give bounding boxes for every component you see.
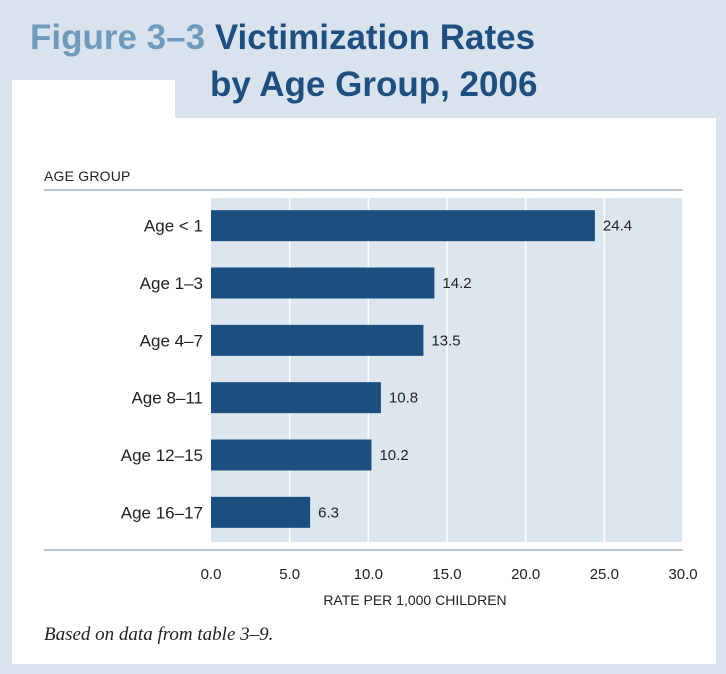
- bar: [211, 439, 372, 471]
- bar: [211, 382, 381, 414]
- source-note: Based on data from table 3–9.: [44, 624, 274, 645]
- x-tick-label: 10.0: [354, 566, 383, 583]
- bar: [211, 210, 595, 242]
- y-axis-title: AGE GROUP: [44, 168, 131, 184]
- category-label: Age 1–3: [140, 274, 203, 293]
- data-label: 10.8: [389, 390, 418, 407]
- title-tab: [175, 0, 726, 118]
- bar: [211, 324, 424, 356]
- data-label: 14.2: [442, 275, 471, 292]
- x-tick-label: 20.0: [511, 566, 540, 583]
- figure-title-line1: Victimization Rates: [214, 18, 536, 57]
- data-label: 13.5: [431, 332, 460, 349]
- bar: [211, 267, 435, 299]
- x-axis-title: RATE PER 1,000 CHILDREN: [323, 592, 507, 608]
- x-tick-label: 5.0: [279, 566, 300, 583]
- x-tick-label: 25.0: [590, 566, 619, 583]
- data-label: 10.2: [379, 447, 408, 464]
- data-label: 6.3: [318, 504, 339, 521]
- figure-title-line2: by Age Group, 2006: [210, 65, 538, 104]
- category-label: Age 12–15: [121, 446, 203, 465]
- category-label: Age 8–11: [131, 389, 203, 408]
- x-tick-label: 0.0: [201, 566, 222, 583]
- x-tick-label: 15.0: [432, 566, 461, 583]
- x-tick-label: 30.0: [668, 566, 697, 583]
- category-label: Age < 1: [144, 217, 203, 236]
- figure-title: Figure 3–3 Victimization Rates by Age Gr…: [30, 14, 537, 104]
- bar: [211, 496, 311, 528]
- category-label: Age 16–17: [121, 503, 203, 522]
- category-label: Age 4–7: [140, 331, 203, 350]
- figure-label: Figure 3–3: [30, 18, 206, 57]
- data-label: 24.4: [603, 218, 632, 235]
